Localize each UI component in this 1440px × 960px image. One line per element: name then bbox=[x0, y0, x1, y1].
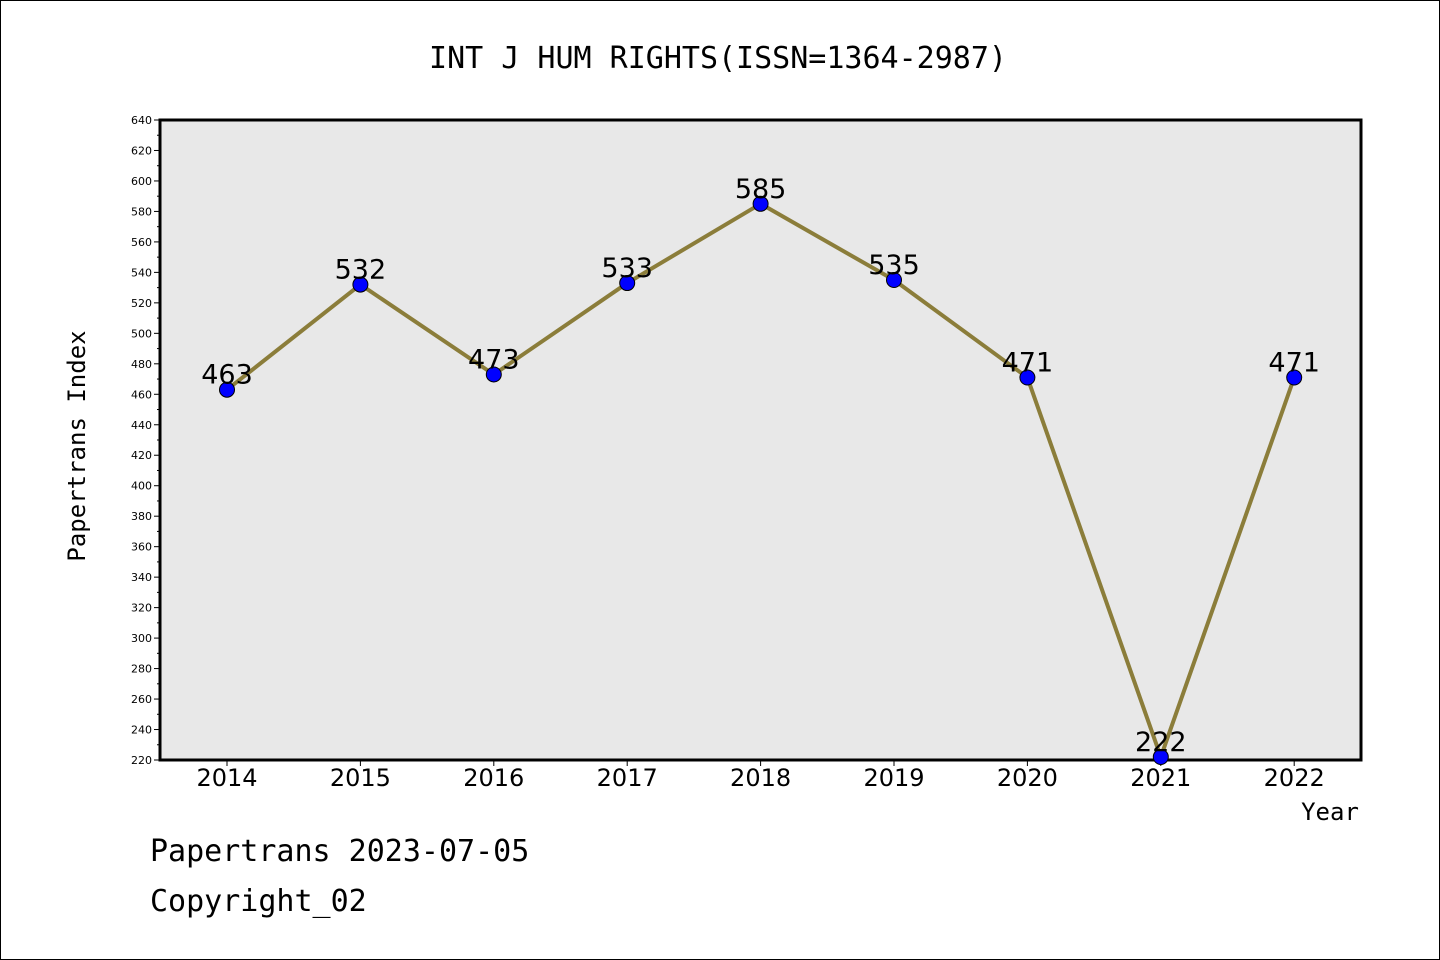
data-label: 585 bbox=[735, 174, 787, 205]
y-tick-label: 540 bbox=[131, 266, 152, 279]
y-tick-label: 500 bbox=[131, 327, 152, 340]
data-point bbox=[619, 275, 636, 292]
y-tick-label: 440 bbox=[131, 419, 152, 432]
data-point bbox=[1286, 369, 1303, 386]
data-label: 533 bbox=[601, 253, 653, 284]
x-tick-label: 2014 bbox=[196, 764, 257, 792]
data-point bbox=[1019, 369, 1036, 386]
x-tick-label: 2019 bbox=[863, 764, 924, 792]
x-tick-label: 2015 bbox=[330, 764, 391, 792]
data-label: 535 bbox=[868, 250, 920, 281]
y-tick-label: 260 bbox=[131, 693, 152, 706]
y-tick-label: 620 bbox=[131, 144, 152, 157]
x-tick-label: 2018 bbox=[730, 764, 791, 792]
footer-copyright: Copyright_02 bbox=[150, 884, 367, 919]
data-label: 532 bbox=[335, 255, 387, 286]
y-tick-label: 520 bbox=[131, 297, 152, 310]
y-tick-label: 640 bbox=[131, 114, 152, 127]
y-tick-label: 600 bbox=[131, 175, 152, 188]
y-tick-label: 320 bbox=[131, 602, 152, 615]
x-tick-label: 2017 bbox=[597, 764, 658, 792]
x-tick-label: 2021 bbox=[1130, 764, 1191, 792]
y-tick-label: 300 bbox=[131, 632, 152, 645]
data-label: 471 bbox=[1268, 348, 1320, 379]
data-point bbox=[485, 366, 502, 383]
y-axis-label: Papertrans Index bbox=[63, 330, 91, 561]
data-label: 222 bbox=[1135, 727, 1187, 758]
data-label: 473 bbox=[468, 344, 520, 375]
y-tick-label: 340 bbox=[131, 571, 152, 584]
y-tick-label: 420 bbox=[131, 449, 152, 462]
x-tick-label: 2016 bbox=[463, 764, 524, 792]
y-tick-label: 460 bbox=[131, 388, 152, 401]
data-label: 471 bbox=[1002, 348, 1054, 379]
data-point bbox=[219, 381, 235, 398]
x-tick-label: 2020 bbox=[997, 764, 1058, 792]
y-axis: 220 240 260 280 300 320 340 360 380 400 420 440 460 4… bbox=[131, 114, 160, 767]
y-tick-label: 360 bbox=[131, 541, 152, 554]
data-point bbox=[886, 272, 902, 288]
y-tick-label: 380 bbox=[131, 510, 152, 523]
data-label: 463 bbox=[201, 360, 253, 391]
y-tick-label: 240 bbox=[131, 724, 152, 737]
data-point bbox=[1152, 748, 1169, 765]
y-tick-label: 400 bbox=[131, 480, 152, 493]
data-points bbox=[219, 195, 1303, 765]
y-tick-label: 580 bbox=[131, 205, 152, 218]
x-axis-label: Year bbox=[1301, 798, 1359, 826]
footer-date: Papertrans 2023-07-05 bbox=[150, 834, 530, 869]
x-tick-label: 2022 bbox=[1264, 764, 1325, 792]
plot-area bbox=[158, 118, 1363, 762]
data-point bbox=[352, 276, 369, 293]
y-tick-label: 480 bbox=[131, 358, 152, 371]
data-labels: 463 532 473 533 585 535 471 222 471 bbox=[201, 174, 1320, 758]
x-axis: 2014 2015 2016 2017 2018 2019 2020 2021 2022 bbox=[196, 760, 1325, 792]
data-point bbox=[752, 195, 769, 212]
y-tick-label: 220 bbox=[131, 754, 152, 767]
y-tick-label: 560 bbox=[131, 236, 152, 249]
chart-title: INT J HUM RIGHTS(ISSN=1364-2987) bbox=[429, 41, 1007, 76]
y-tick-label: 280 bbox=[131, 663, 152, 676]
